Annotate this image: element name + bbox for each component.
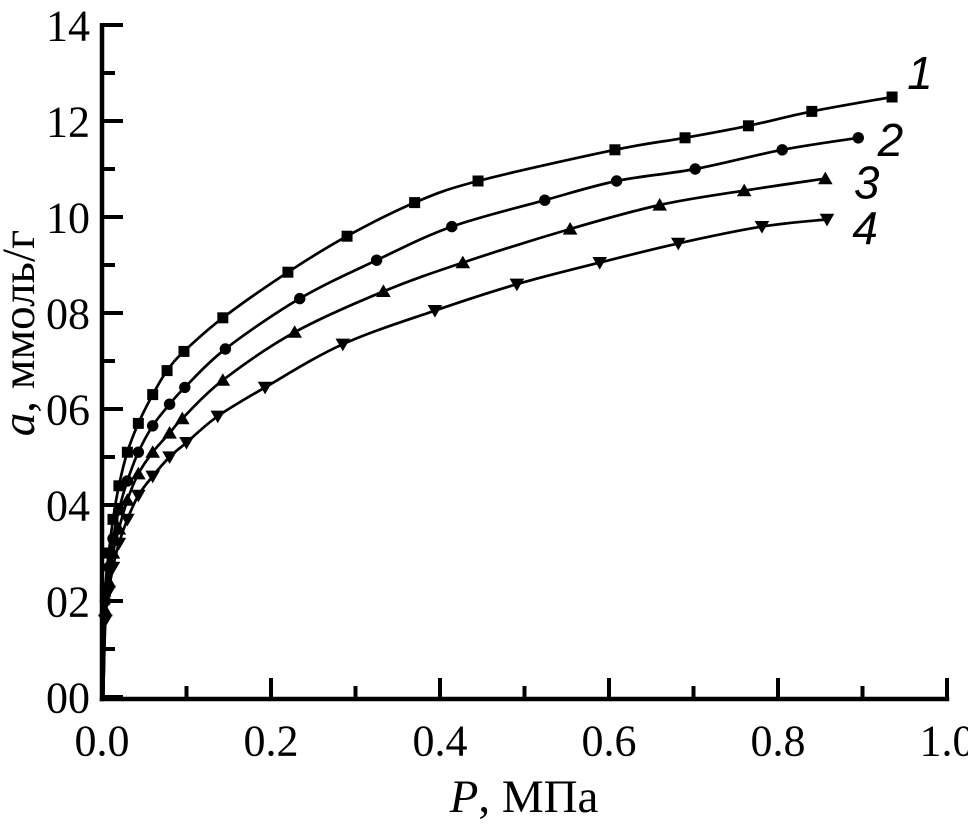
curve-2-marker-circle bbox=[610, 175, 623, 187]
y-tick-label: 14 bbox=[46, 2, 90, 51]
curve-4-marker-triangle-down bbox=[592, 257, 608, 270]
curve-1-marker-square bbox=[113, 480, 125, 492]
curve-1-marker-square bbox=[609, 144, 621, 156]
curve-4-marker-triangle-down bbox=[105, 561, 121, 575]
curve-1-marker-square bbox=[107, 513, 119, 525]
y-tick-label: 10 bbox=[46, 194, 90, 243]
curve-1-marker-square bbox=[679, 132, 691, 144]
x-tick-label: 1.0 bbox=[920, 717, 968, 766]
x-tick-label: 0.2 bbox=[244, 717, 299, 766]
curve-3-marker-triangle-up bbox=[215, 373, 231, 386]
x-tick-label: 0.6 bbox=[582, 717, 637, 766]
curve-4-marker-triangle-down bbox=[670, 237, 686, 251]
curve-4-marker-triangle-down bbox=[819, 213, 835, 227]
curve-3-marker-triangle-up bbox=[145, 445, 160, 458]
curve-2-marker-circle bbox=[852, 132, 864, 144]
curve-4-marker-triangle-down bbox=[335, 338, 351, 352]
curve-4-marker-triangle-down bbox=[427, 305, 443, 318]
curve-2-marker-circle bbox=[163, 398, 176, 410]
curve-3-line bbox=[101, 177, 826, 698]
curve-3-marker-triangle-up bbox=[652, 198, 667, 211]
curve-3-marker-triangle-up bbox=[101, 574, 117, 588]
curve-3-marker-triangle-up bbox=[376, 284, 391, 297]
curve-2-marker-circle bbox=[219, 343, 232, 355]
y-tick-label: 12 bbox=[46, 98, 90, 147]
curve-1-marker-square bbox=[178, 345, 190, 357]
y-tick-label: 08 bbox=[46, 290, 90, 339]
curve-label-3: 3 bbox=[854, 156, 880, 208]
curve-1-marker-square bbox=[409, 197, 421, 209]
curve-label-1: 1 bbox=[907, 47, 933, 99]
y-tick-label: 04 bbox=[46, 482, 90, 531]
x-tick-label: 0.0 bbox=[75, 717, 130, 766]
curve-4-marker-triangle-down bbox=[210, 410, 226, 424]
curve-1-marker-square bbox=[886, 91, 898, 103]
curve-1-marker-square bbox=[103, 547, 115, 559]
curve-4-marker-triangle-down bbox=[145, 470, 160, 484]
curve-3-marker-triangle-up bbox=[174, 411, 190, 425]
y-tick-label: 00 bbox=[46, 674, 90, 723]
curve-4-marker-triangle-down bbox=[162, 451, 177, 464]
x-axis-title: P, МПа bbox=[449, 771, 599, 823]
curve-4-line bbox=[101, 218, 828, 698]
curve-1-marker-square bbox=[217, 312, 229, 324]
curve-3-marker-triangle-up bbox=[287, 325, 302, 338]
x-tick-label: 0.8 bbox=[751, 717, 806, 766]
curve-4-marker-triangle-down bbox=[98, 614, 113, 628]
curve-3-marker-triangle-up bbox=[162, 426, 177, 439]
curve-2-marker-circle bbox=[446, 220, 458, 233]
curve-2-marker-circle bbox=[689, 163, 701, 175]
curve-1-marker-square bbox=[161, 365, 173, 377]
curve-3-marker-triangle-up bbox=[562, 222, 578, 235]
curve-4-marker-triangle-down bbox=[111, 537, 127, 551]
curve-4-marker-triangle-down bbox=[101, 585, 117, 599]
curve-3-marker-triangle-up bbox=[455, 255, 471, 269]
curve-2-marker-circle bbox=[121, 475, 134, 487]
curve-3-marker-triangle-up bbox=[120, 493, 135, 506]
curve-1-marker-square bbox=[806, 105, 818, 117]
curve-4-marker-triangle-down bbox=[131, 489, 146, 503]
curve-1-marker-square bbox=[472, 175, 484, 187]
curve-1-marker-square bbox=[147, 389, 159, 401]
curve-2-marker-circle bbox=[370, 254, 383, 266]
curve-4-marker-triangle-down bbox=[754, 221, 770, 234]
curve-1-marker-square bbox=[132, 417, 144, 429]
y-tick-label: 06 bbox=[46, 386, 90, 435]
curve-2-marker-circle bbox=[539, 194, 551, 206]
curve-2-marker-circle bbox=[294, 292, 306, 305]
curve-2-marker-circle bbox=[147, 420, 159, 432]
curve-3-marker-triangle-up bbox=[818, 171, 833, 185]
curve-2-marker-circle bbox=[179, 381, 191, 394]
curve-1-marker-square bbox=[121, 446, 133, 458]
x-tick-label: 0.4 bbox=[413, 717, 468, 766]
curve-4-marker-triangle-down bbox=[509, 278, 525, 292]
y-axis-title: a, ммоль/г bbox=[0, 230, 45, 437]
curve-2-marker-circle bbox=[776, 144, 788, 156]
curve-3-marker-triangle-up bbox=[736, 183, 752, 197]
y-tick-label: 02 bbox=[46, 578, 90, 627]
curve-label-4: 4 bbox=[852, 202, 878, 254]
curve-3-marker-triangle-up bbox=[131, 466, 146, 480]
curve-1-marker-square bbox=[282, 266, 294, 278]
curve-2-marker-circle bbox=[132, 446, 145, 458]
curve-4-marker-triangle-down bbox=[179, 437, 194, 450]
curve-4-marker-triangle-down bbox=[120, 513, 135, 527]
curve-1-marker-square bbox=[742, 120, 754, 132]
curve-4-marker-triangle-down bbox=[257, 381, 273, 395]
curve-1-marker-square bbox=[341, 230, 353, 242]
curve-label-2: 2 bbox=[877, 114, 904, 166]
curve-2-marker-circle bbox=[113, 504, 125, 516]
